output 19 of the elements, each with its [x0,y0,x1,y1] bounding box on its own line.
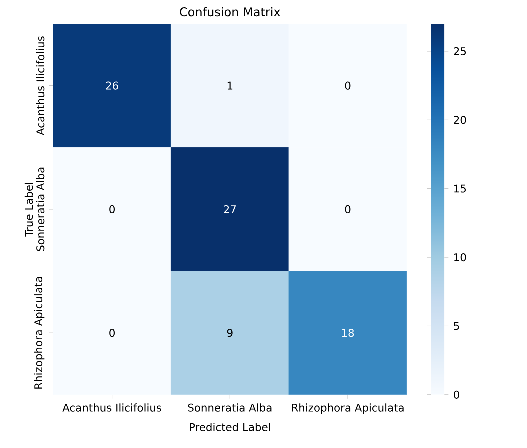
x-tick-label: Rhizophora Apiculata [292,404,404,414]
data-label: 0 [110,328,115,337]
chart-title: Confusion Matrix [180,7,280,16]
y-tick-label: Sonneratia Alba [36,168,45,252]
y-axis-title: True Label [24,182,34,237]
x-tick-label: Sonneratia Alba [188,404,272,412]
x-axis-title: Predicted Label [190,422,270,432]
color-bar-label: 0 [454,390,460,399]
x-tick-label: Acanthus Ilicifolius [62,404,162,412]
color-bar-label: 5 [454,322,460,330]
data-label: 27 [224,205,236,214]
data-label: 18 [342,328,354,337]
color-bar-label: 10 [454,253,466,262]
color-bar-label: 25 [454,47,466,56]
color-bar-label: 15 [454,184,466,193]
data-label: 0 [345,82,351,90]
color-bar-label: 20 [454,116,466,124]
y-tick-label: Acanthus Ilicifolius [36,36,45,136]
data-label: 0 [345,205,351,214]
